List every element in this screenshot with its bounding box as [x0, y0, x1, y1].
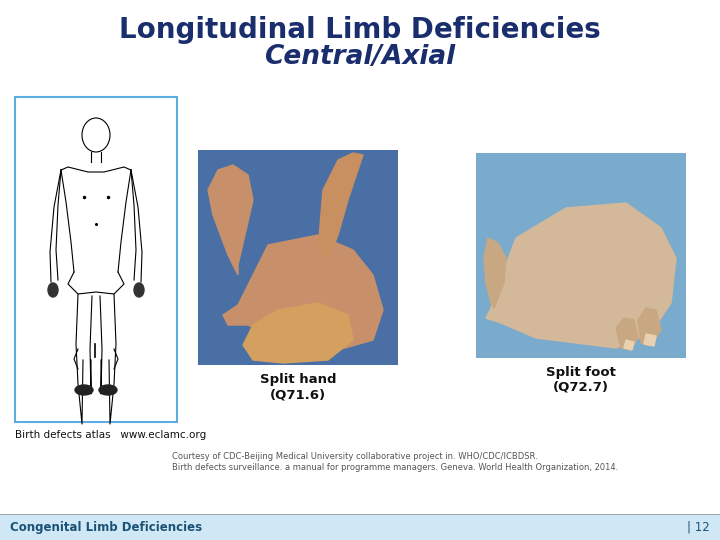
Ellipse shape	[134, 283, 144, 297]
Polygon shape	[484, 238, 506, 308]
Text: Central/Axial: Central/Axial	[264, 44, 456, 70]
FancyBboxPatch shape	[15, 97, 177, 422]
Text: Longitudinal Limb Deficiencies: Longitudinal Limb Deficiencies	[119, 16, 601, 44]
Polygon shape	[243, 303, 353, 363]
Bar	[0, 514, 720, 540]
Bar	[476, 153, 686, 358]
Polygon shape	[208, 165, 253, 275]
Bar	[198, 150, 398, 365]
Text: Split foot
(Q72.7): Split foot (Q72.7)	[546, 366, 616, 394]
Polygon shape	[638, 308, 661, 346]
Ellipse shape	[75, 385, 93, 395]
Polygon shape	[486, 203, 676, 348]
Ellipse shape	[99, 385, 117, 395]
Polygon shape	[318, 153, 363, 260]
Text: Birth defects atlas   www.eclamc.org: Birth defects atlas www.eclamc.org	[15, 430, 206, 440]
Polygon shape	[223, 235, 383, 350]
Text: | 12: | 12	[688, 521, 710, 534]
Polygon shape	[624, 340, 634, 350]
Polygon shape	[616, 318, 638, 350]
Ellipse shape	[48, 283, 58, 297]
Text: Congenital Limb Deficiencies: Congenital Limb Deficiencies	[10, 521, 202, 534]
Text: Split hand
(Q71.6): Split hand (Q71.6)	[260, 373, 336, 401]
Polygon shape	[644, 334, 656, 346]
Text: Courtesy of CDC-Beijing Medical University collaborative project in. WHO/CDC/ICB: Courtesy of CDC-Beijing Medical Universi…	[172, 453, 618, 472]
